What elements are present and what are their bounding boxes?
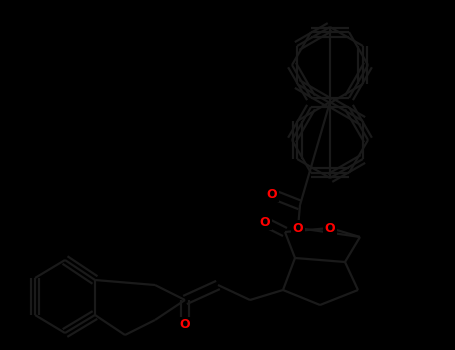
Text: O: O — [260, 216, 270, 229]
Text: O: O — [325, 222, 335, 235]
Text: O: O — [180, 318, 190, 331]
Text: O: O — [267, 188, 277, 201]
Text: O: O — [293, 222, 303, 235]
